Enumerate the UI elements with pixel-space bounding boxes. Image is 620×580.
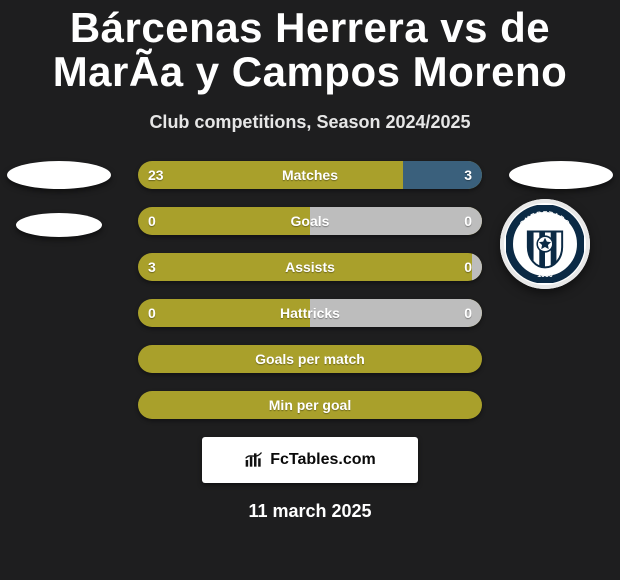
player-left-shape-1	[7, 161, 111, 189]
stat-label: Goals	[138, 207, 482, 235]
stat-row-goals-per-match: Goals per match	[138, 345, 482, 373]
stat-row-min-per-goal: Min per goal	[138, 391, 482, 419]
stat-row-assists: Assists3 0	[138, 253, 482, 281]
player-left-shape-2	[16, 213, 102, 237]
comparison-stage: QUERETARO 1950 Matches233Goals00Assists3…	[0, 161, 620, 419]
stat-value-right: 3	[464, 161, 472, 189]
stat-value-right: 0	[464, 253, 472, 281]
stat-label: Matches	[138, 161, 482, 189]
date: 11 march 2025	[0, 501, 620, 522]
stat-label: Min per goal	[138, 391, 482, 419]
stat-value-right: 0	[464, 299, 472, 327]
stat-label: Hattricks	[138, 299, 482, 327]
stat-row-hattricks: Hattricks0 0	[138, 299, 482, 327]
badge-year: 1950	[537, 272, 553, 279]
stat-value-left: 23	[148, 161, 164, 189]
stat-bars: Matches233Goals00Assists30Hattricks00Goa…	[138, 161, 482, 419]
stat-row-matches: Matches23 3	[138, 161, 482, 189]
page-title: Bárcenas Herrera vs de MarÃ­a y Campos M…	[0, 0, 620, 94]
stat-value-left: 3	[148, 253, 156, 281]
bar-chart-icon	[244, 450, 264, 470]
player-right-shape-1	[509, 161, 613, 189]
fctables-text: FcTables.com	[270, 451, 376, 469]
club-badge-queretaro: QUERETARO 1950	[500, 199, 590, 289]
subtitle: Club competitions, Season 2024/2025	[0, 112, 620, 133]
stat-value-left: 0	[148, 207, 156, 235]
stat-value-left: 0	[148, 299, 156, 327]
club-badge-svg: QUERETARO 1950	[506, 205, 584, 283]
stat-label: Goals per match	[138, 345, 482, 373]
stat-label: Assists	[138, 253, 482, 281]
stat-row-goals: Goals0 0	[138, 207, 482, 235]
stat-value-right: 0	[464, 207, 472, 235]
fctables-watermark: FcTables.com	[202, 437, 418, 483]
